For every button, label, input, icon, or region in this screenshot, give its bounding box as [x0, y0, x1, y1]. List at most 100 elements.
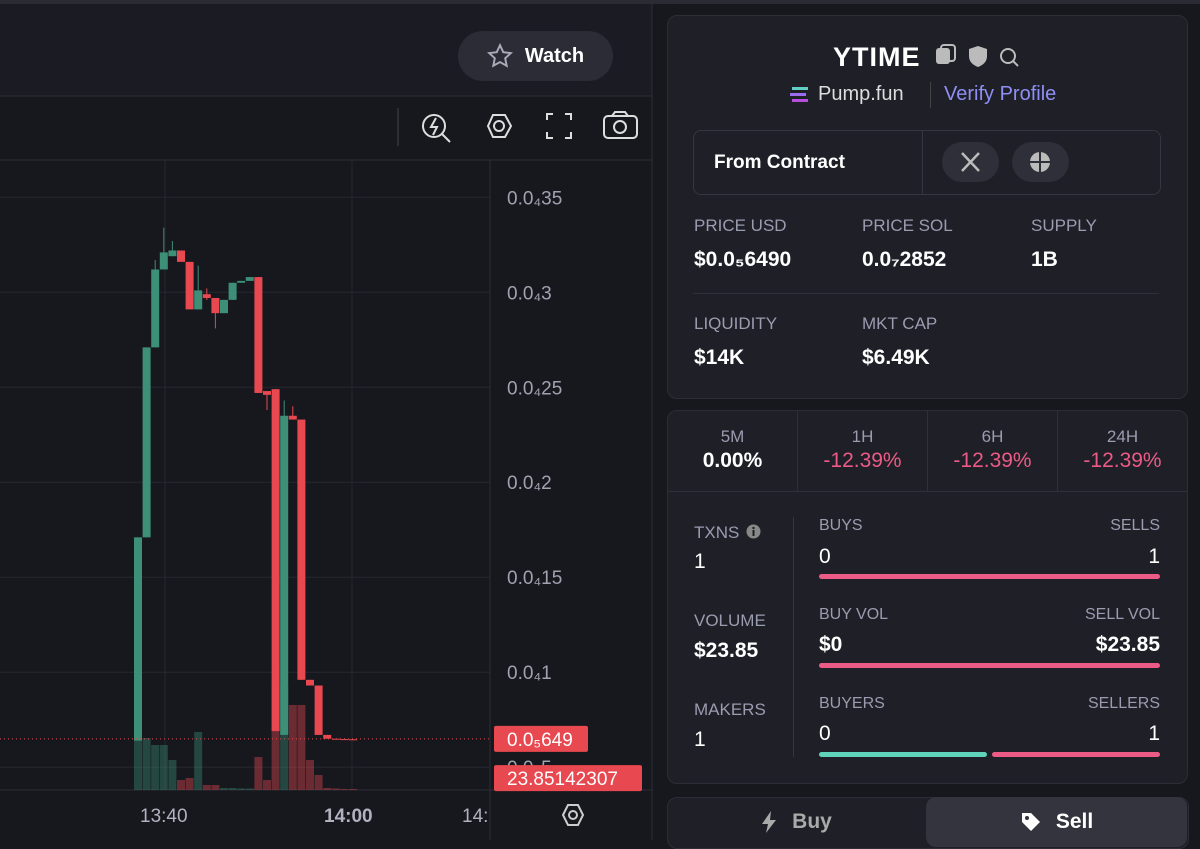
volume-bar [168, 760, 177, 790]
candle-body [306, 679, 314, 686]
volume-bar [323, 788, 332, 790]
x-tick-label: 14: [462, 806, 488, 827]
toolbar-icons[interactable] [422, 111, 638, 143]
candle-body [237, 280, 246, 283]
axis-settings-icon[interactable] [561, 804, 585, 826]
timeframe-tab[interactable]: 1H -12.39% [798, 411, 928, 491]
last-price-label: 0.0₅649 [507, 730, 573, 751]
volume-bar [202, 785, 211, 790]
buy-vol-label: BUY VOL [819, 606, 889, 623]
volume-bar [254, 757, 263, 790]
volume-bar [211, 785, 220, 790]
y-tick-label: 0.0₄1 [507, 663, 552, 684]
from-contract: From Contract [714, 152, 845, 173]
volume-label: VOLUME [694, 611, 766, 630]
y-tick-label: 0.0₄15 [507, 568, 562, 589]
buyers-bar [819, 752, 987, 757]
y-tick-label: 0.0₄35 [507, 188, 562, 209]
social-buttons[interactable] [942, 142, 1072, 182]
y-tick-label: 0.0₄2 [507, 473, 552, 494]
sells-bar [819, 574, 1160, 579]
candle-body [331, 738, 340, 740]
candle-body [177, 250, 185, 262]
volume-bar [228, 788, 237, 790]
candle-body [297, 419, 306, 680]
candle-body [151, 269, 160, 348]
candle-body [185, 261, 194, 310]
volume-bar [142, 738, 151, 790]
candle-body [220, 299, 228, 314]
candle-body [202, 294, 211, 298]
x-tick-label: 14:00 [324, 806, 373, 827]
buys-label: BUYS [819, 517, 863, 534]
candle-body [349, 739, 357, 741]
candle-body [168, 250, 177, 257]
timeframe-tab[interactable]: 24H -12.39% [1058, 411, 1187, 491]
candle-body [211, 297, 220, 314]
token-name: YTIME [833, 42, 921, 72]
candle-body [245, 277, 254, 281]
volume-bar [280, 685, 289, 790]
volume-value: $23.85 [694, 639, 759, 662]
volume-bar [349, 789, 357, 790]
candle-body [271, 389, 280, 732]
volume-bar [314, 775, 323, 790]
buyers-label: BUYERS [819, 695, 885, 712]
volume-bar [306, 760, 314, 790]
timeframe-label: 1H [851, 427, 874, 446]
volume-bar [177, 780, 185, 790]
x-tick-label: 13:40 [140, 806, 188, 827]
sells-label: SELLS [1110, 517, 1160, 534]
candle-body [323, 734, 332, 739]
stat-value: $0.0₅6490 [694, 248, 792, 271]
sell-tab[interactable]: Sell [926, 797, 1187, 847]
token-card [667, 15, 1188, 399]
platform[interactable]: Pump.fun [818, 83, 904, 105]
candle-body [159, 252, 168, 270]
info-icon[interactable] [746, 524, 761, 539]
volume-bar [288, 705, 297, 790]
divider [930, 82, 931, 108]
txns-label: TXNS [694, 523, 740, 542]
token-icons[interactable] [934, 44, 1024, 72]
verify-profile[interactable]: Verify Profile [944, 83, 1057, 105]
sellers-value: 1 [1148, 722, 1160, 745]
box-divider [922, 131, 923, 194]
y-tick-label: 0.0₄3 [507, 283, 552, 304]
buys-value: 0 [819, 545, 831, 568]
volume-bar [297, 705, 306, 790]
contract-box [693, 130, 1161, 195]
volume-bar [271, 685, 280, 790]
txns-value: 1 [694, 550, 706, 573]
stat-label: PRICE SOL [862, 216, 953, 235]
sells-value: 1 [1148, 545, 1160, 568]
bolt-icon [762, 811, 777, 833]
candle-body [314, 685, 323, 735]
timeframe-tab[interactable]: 6H -12.39% [928, 411, 1058, 491]
timeframe-label: 6H [981, 427, 1004, 446]
volume-bar [340, 789, 349, 790]
candle-body [288, 415, 297, 420]
stat-label: LIQUIDITY [694, 314, 778, 333]
volume-bar [151, 745, 160, 790]
candle-body [254, 277, 263, 393]
stat-value: $14K [694, 346, 745, 369]
sell-vol-label: SELL VOL [1084, 606, 1160, 623]
buyers-value: 0 [819, 722, 831, 745]
volume-bar [220, 788, 228, 790]
stat-value: $6.49K [862, 346, 930, 369]
buy-tab[interactable]: Buy [667, 797, 925, 847]
stat-label: PRICE USD [694, 216, 787, 235]
sellers-bar [992, 752, 1160, 757]
timeframe-tab[interactable]: 5M 0.00% [668, 411, 798, 491]
candle-body [194, 290, 203, 310]
candle-body [280, 415, 289, 735]
sell-label: Sell [1055, 810, 1094, 833]
timeframe-row: 5M 0.00% 1H -12.39% 6H -12.39% 24H -12.39% [668, 411, 1187, 492]
volume-bar [263, 780, 271, 790]
stat-value: 0.0₇2852 [862, 248, 947, 271]
tag-icon [1021, 813, 1040, 831]
activity-divider [793, 517, 794, 757]
watch-button[interactable]: Watch [458, 31, 613, 81]
